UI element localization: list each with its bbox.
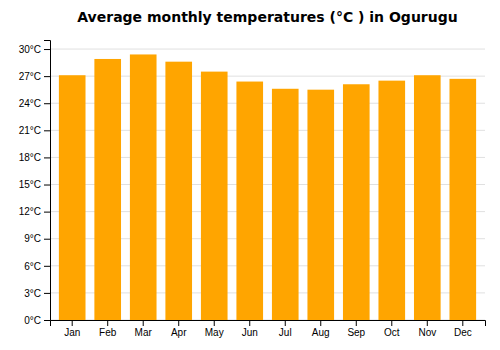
y-tick-mark: [44, 157, 50, 158]
x-tick-label: May: [205, 327, 224, 338]
y-tick-mark: [44, 320, 50, 321]
x-tick-label: Jan: [64, 327, 80, 338]
bar: [130, 54, 157, 320]
x-tick-mark: [285, 320, 286, 326]
x-tick: Feb: [99, 320, 117, 338]
y-tick: 15°C: [19, 179, 50, 190]
y-tick-label: 21°C: [19, 125, 41, 136]
y-tick-mark: [44, 130, 50, 131]
bar: [449, 79, 476, 320]
y-tick-label: 24°C: [19, 98, 41, 109]
y-axis-line: [44, 41, 51, 321]
y-tick-mark: [44, 239, 50, 240]
x-tick-label: Nov: [418, 327, 436, 338]
x-tick: Jan: [64, 320, 80, 338]
y-tick: 6°C: [24, 261, 50, 272]
x-tick-mark: [72, 320, 73, 326]
x-axis: Jan Feb Mar Apr May Jun Jul Aug Sep Oct Nov Dec: [51, 320, 486, 338]
x-tick-label: Aug: [312, 327, 330, 338]
y-tick-mark: [44, 103, 50, 104]
y-axis: 0°C 3°C 6°C 9°C 12°C 15°C 18°C 21°C 24°C 27°C 30°C: [19, 41, 51, 326]
x-tick-label: Apr: [171, 327, 187, 338]
x-tick-label: Jun: [242, 327, 258, 338]
bar: [414, 75, 441, 320]
y-tick-label: 15°C: [19, 179, 41, 190]
bars: [59, 54, 476, 320]
bar: [236, 82, 263, 320]
grid: [50, 49, 485, 320]
y-tick-label: 12°C: [19, 206, 41, 217]
y-tick-mark: [44, 185, 50, 186]
grid-line: [50, 49, 485, 50]
x-tick-mark: [427, 320, 428, 326]
y-tick-mark: [44, 212, 50, 213]
bar: [59, 75, 86, 320]
x-tick: Apr: [171, 320, 187, 338]
y-tick: 18°C: [19, 152, 50, 163]
x-tick-mark: [143, 320, 144, 326]
bar: [307, 90, 334, 320]
x-tick: Jun: [242, 320, 258, 338]
y-tick: 27°C: [19, 71, 50, 82]
bar: [165, 62, 192, 320]
y-tick: 9°C: [24, 233, 50, 244]
y-tick: 0°C: [24, 315, 50, 326]
x-tick: Sep: [347, 320, 365, 338]
y-tick-label: 0°C: [24, 315, 41, 326]
x-tick-label: Oct: [384, 327, 400, 338]
x-tick-mark: [178, 320, 179, 326]
y-tick-label: 6°C: [24, 261, 41, 272]
x-tick: Oct: [384, 320, 400, 338]
bar: [343, 84, 370, 320]
bar: [378, 81, 405, 320]
bar: [94, 59, 121, 320]
x-tick-mark: [356, 320, 357, 326]
chart: 0°C 3°C 6°C 9°C 12°C 15°C 18°C 21°C 24°C 27°C 30°C…: [0, 0, 500, 350]
y-tick-label: 30°C: [19, 44, 41, 55]
y-tick-mark: [44, 49, 50, 50]
bar: [272, 89, 299, 320]
x-tick-mark: [214, 320, 215, 326]
x-tick-mark: [107, 320, 108, 326]
x-tick-label: Mar: [135, 327, 153, 338]
x-tick-label: Jul: [279, 327, 292, 338]
y-tick-label: 18°C: [19, 152, 41, 163]
bar: [201, 72, 228, 320]
x-tick: May: [205, 320, 224, 338]
y-tick-mark: [44, 293, 50, 294]
y-tick-mark: [44, 76, 50, 77]
x-tick: Mar: [135, 320, 153, 338]
x-tick: Jul: [279, 320, 292, 338]
x-tick: Aug: [312, 320, 330, 338]
y-tick: 12°C: [19, 206, 50, 217]
x-tick: Dec: [454, 320, 472, 338]
y-tick: 3°C: [24, 288, 50, 299]
title: Average monthly temperatures (°C ) in Og…: [77, 9, 457, 25]
y-tick-label: 9°C: [24, 233, 41, 244]
x-tick-label: Sep: [347, 327, 365, 338]
y-tick-label: 3°C: [24, 288, 41, 299]
y-tick-mark: [44, 266, 50, 267]
x-tick-label: Feb: [99, 327, 117, 338]
x-tick-label: Dec: [454, 327, 472, 338]
y-tick: 24°C: [19, 98, 50, 109]
x-tick: Nov: [418, 320, 436, 338]
x-tick-mark: [320, 320, 321, 326]
y-tick-label: 27°C: [19, 71, 41, 82]
plot: 0°C 3°C 6°C 9°C 12°C 15°C 18°C 21°C 24°C 27°C 30°C…: [19, 41, 486, 339]
x-axis-line: [51, 321, 486, 327]
x-tick-mark: [249, 320, 250, 326]
y-tick: 30°C: [19, 44, 50, 55]
y-tick: 21°C: [19, 125, 50, 136]
x-tick-mark: [462, 320, 463, 326]
x-tick-mark: [391, 320, 392, 326]
